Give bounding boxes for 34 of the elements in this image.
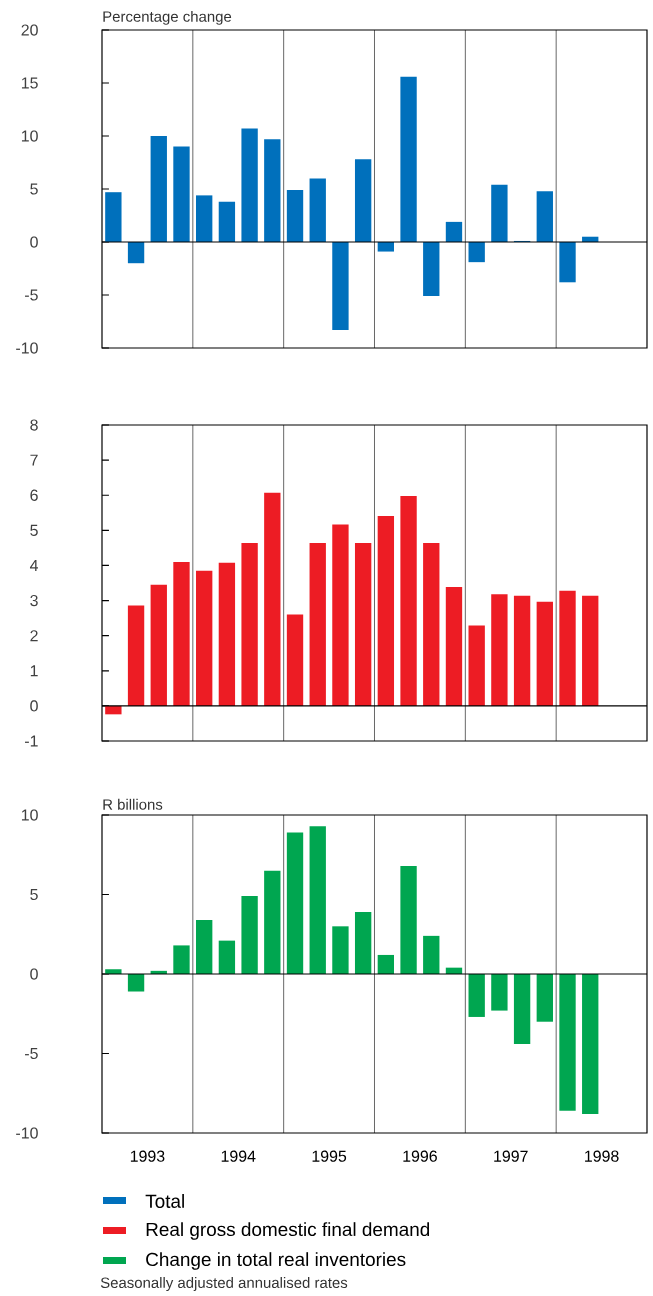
y-tick-label: -5: [25, 289, 38, 301]
y-axis-title: R billions: [103, 798, 163, 810]
y-tick-label: 4: [29, 559, 39, 571]
y-tick-label: -10: [16, 342, 38, 354]
y-tick-label: 2: [30, 630, 38, 642]
y-axis-title: Percentage change: [103, 10, 232, 25]
y-tick-label: 5: [30, 183, 38, 195]
y-tick-label: 5: [30, 888, 38, 901]
x-tick-label: 1997: [494, 1150, 528, 1162]
y-tick-label: -1: [25, 735, 38, 747]
y-tick-label: 0: [30, 236, 38, 248]
y-tick-label: 20: [21, 24, 38, 36]
x-tick-label: 1993: [130, 1150, 165, 1162]
legend-label: Total: [145, 1194, 184, 1208]
y-tick-label: -10: [16, 1127, 38, 1139]
legend-label: Real gross domestic final demand: [146, 1222, 430, 1240]
y-tick-label: 10: [21, 130, 38, 142]
y-tick-label: 0: [30, 968, 38, 980]
y-tick-label: 1: [30, 665, 38, 677]
y-tick-label: 15: [21, 77, 38, 89]
y-tick-label: 10: [21, 809, 38, 821]
y-tick-label: 7: [30, 454, 38, 466]
y-tick-label: 8: [30, 419, 38, 431]
y-tick-label: -5: [25, 1047, 38, 1060]
y-tick-label: 3: [30, 594, 38, 607]
x-tick-label: 1995: [312, 1150, 347, 1162]
x-tick-label: 1994: [221, 1150, 256, 1162]
text: Seasonally adjusted annualised rates: [100, 1277, 348, 1291]
x-tick-label: 1996: [403, 1150, 437, 1162]
y-tick-label: 5: [30, 524, 38, 536]
legend-label: Change in total real inventories: [146, 1252, 406, 1270]
x-tick-label: 1998: [585, 1150, 619, 1162]
y-tick-label: 0: [30, 700, 38, 712]
y-tick-label: 6: [30, 489, 38, 501]
